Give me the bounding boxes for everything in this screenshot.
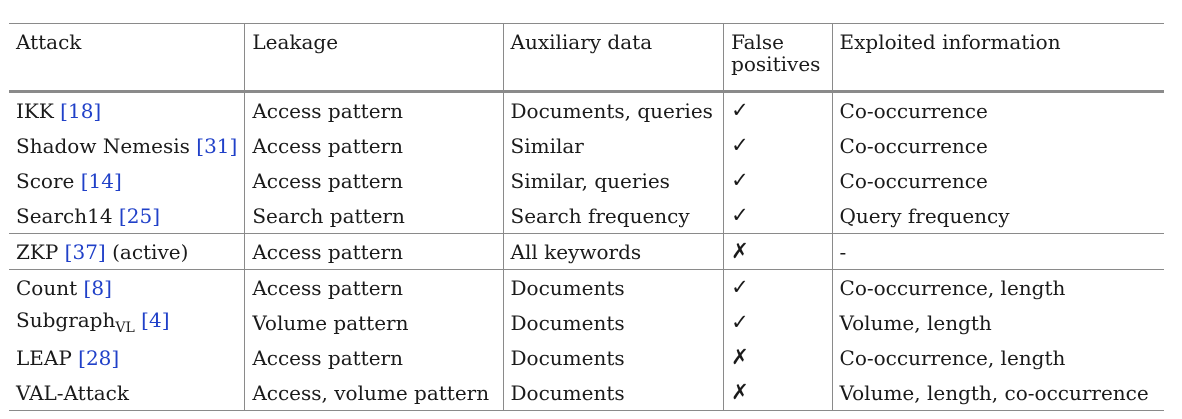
header-false-positives-line2: positives <box>731 52 821 76</box>
header-false-positives-line1: False <box>731 30 785 54</box>
leakage-cell: Access pattern <box>244 269 503 305</box>
false-positives-cell: ✓ <box>723 163 833 198</box>
citation-link[interactable]: [18] <box>60 98 102 123</box>
citation-link[interactable]: [37] <box>64 239 106 264</box>
auxiliary-data-cell: Documents <box>502 375 724 411</box>
attack-note: (active) <box>112 239 189 264</box>
attack-name: LEAP <box>16 345 72 370</box>
auxiliary-data-cell: Documents <box>502 305 724 340</box>
exploited-information-cell: Co-occurrence <box>831 163 1164 198</box>
false-positives-cell: ✗ <box>723 375 833 411</box>
citation-number: 8 <box>91 275 105 300</box>
citation-link[interactable]: [31] <box>196 133 238 158</box>
table-row: IKK [18] Access pattern Documents, queries… <box>9 91 1164 129</box>
attack-comparison-table: Attack Leakage Auxiliary data False posi… <box>9 23 1164 411</box>
attack-name: IKK <box>16 98 54 123</box>
citation-link[interactable]: [14] <box>80 168 122 193</box>
citation-number: 14 <box>88 168 114 193</box>
false-positives-cell: ✓ <box>723 128 833 163</box>
table-row: Shadow Nemesis [31] Access pattern Similar… <box>9 128 1164 163</box>
header-auxiliary-data: Auxiliary data <box>502 23 724 92</box>
leakage-cell: Access pattern <box>244 340 503 375</box>
exploited-information-cell: - <box>831 233 1164 270</box>
exploited-information-cell: Co-occurrence, length <box>831 269 1164 305</box>
false-positives-cell: ✓ <box>723 269 833 305</box>
citation-number: 37 <box>72 239 98 264</box>
false-positives-cell: ✗ <box>723 233 833 270</box>
attack-name-subscript: VL <box>115 319 135 336</box>
header-false-positives: False positives <box>723 23 833 92</box>
attack-cell: SubgraphVL [4] <box>9 305 245 340</box>
auxiliary-data-cell: Search frequency <box>502 198 724 234</box>
false-positives-cell: ✓ <box>723 91 833 128</box>
leakage-cell: Access pattern <box>244 233 503 270</box>
table-row: Score [14] Access pattern Similar, queries… <box>9 163 1164 198</box>
header-attack: Attack <box>16 30 82 54</box>
citation-link[interactable]: [8] <box>83 275 112 300</box>
leakage-cell: Search pattern <box>244 198 503 234</box>
auxiliary-data-cell: Documents, queries <box>502 91 724 128</box>
attack-name: VAL-Attack <box>16 380 129 405</box>
leakage-cell: Access pattern <box>244 128 503 163</box>
attack-cell: Search14 [25] <box>9 198 245 234</box>
attack-cell: Shadow Nemesis [31] <box>9 128 245 163</box>
attack-name: Subgraph <box>16 307 116 332</box>
attack-cell: VAL-Attack <box>9 375 245 411</box>
attack-cell: Count [8] <box>9 269 245 305</box>
header-row: Attack Leakage Auxiliary data False posi… <box>9 23 1164 92</box>
table-row: VAL-Attack Access, volume pattern Document… <box>9 375 1164 411</box>
table-body: IKK [18] Access pattern Documents, queries… <box>9 91 1164 411</box>
exploited-information-cell: Co-occurrence, length <box>831 340 1164 375</box>
auxiliary-data-cell: Documents <box>502 269 724 305</box>
leakage-cell: Access pattern <box>244 91 503 128</box>
auxiliary-data-cell: Documents <box>502 340 724 375</box>
table-row: SubgraphVL [4] Volume pattern Documents ✓ Vo… <box>9 305 1164 340</box>
citation-number: 18 <box>67 98 94 123</box>
exploited-information-cell: Query frequency <box>831 198 1164 234</box>
table-row: LEAP [28] Access pattern Documents ✗ Co-occu… <box>9 340 1164 375</box>
attack-name: ZKP <box>16 239 59 264</box>
citation-link[interactable]: [28] <box>78 345 120 370</box>
citation-number: 31 <box>204 133 230 158</box>
attack-cell: ZKP [37] (active) <box>9 233 245 270</box>
false-positives-cell: ✓ <box>723 198 833 234</box>
citation-number: 4 <box>148 307 162 332</box>
leakage-cell: Volume pattern <box>244 305 503 340</box>
exploited-information-cell: Volume, length <box>831 305 1164 340</box>
leakage-cell: Access pattern <box>244 163 503 198</box>
citation-link[interactable]: [4] <box>141 307 170 332</box>
attack-cell: Score [14] <box>9 163 245 198</box>
header-leakage: Leakage <box>244 23 503 92</box>
auxiliary-data-cell: Similar <box>502 128 724 163</box>
table-row: Count [8] Access pattern Documents ✓ Co-occu… <box>9 269 1164 305</box>
auxiliary-data-cell: All keywords <box>502 233 724 270</box>
attack-name: Search14 <box>16 203 113 228</box>
attack-name: Shadow Nemesis <box>16 133 190 158</box>
citation-number: 28 <box>85 345 112 370</box>
table-row: Search14 [25] Search pattern Search freque… <box>9 198 1164 234</box>
attack-name: Count <box>16 275 78 300</box>
exploited-information-cell: Co-occurrence <box>831 91 1164 128</box>
exploited-information-cell: Co-occurrence <box>831 128 1164 163</box>
exploited-information-cell: Volume, length, co-occurrence <box>831 375 1164 411</box>
attack-name: Score <box>16 168 75 193</box>
auxiliary-data-cell: Similar, queries <box>502 163 724 198</box>
citation-link[interactable]: [25] <box>118 203 160 228</box>
leakage-cell: Access, volume pattern <box>244 375 503 411</box>
citation-number: 25 <box>126 203 153 228</box>
attack-cell: LEAP [28] <box>9 340 245 375</box>
false-positives-cell: ✓ <box>723 305 833 340</box>
header-exploited-information: Exploited information <box>831 23 1164 92</box>
attack-cell: IKK [18] <box>9 92 245 129</box>
table-header: Attack Leakage Auxiliary data False posi… <box>9 23 1164 92</box>
table-row: ZKP [37] (active) Access pattern All keywo… <box>9 233 1164 270</box>
false-positives-cell: ✗ <box>723 340 833 375</box>
